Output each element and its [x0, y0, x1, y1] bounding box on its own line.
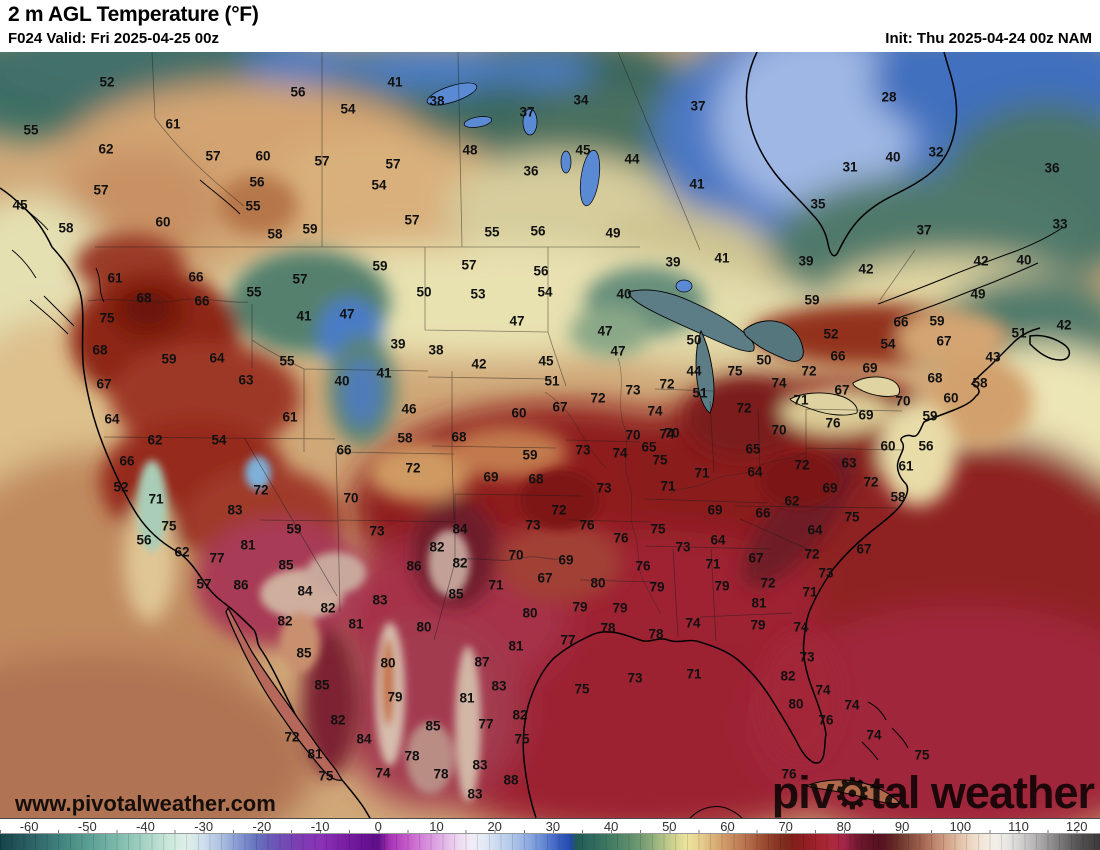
colorbar-tick-labels: -60 -50 -40 -30 -20 -10 0 10 20 30 40 50 60 70 80 90 100… — [0, 818, 1100, 834]
colorbar-tick: 110 — [1008, 819, 1029, 834]
colorbar-tick: 70 — [778, 819, 793, 834]
map-base — [0, 52, 1100, 818]
colorbar-tick: 0 — [374, 819, 382, 834]
colorbar-tick: -10 — [310, 819, 330, 834]
colorbar-tick: 90 — [894, 819, 910, 834]
colorbar-tick: -30 — [194, 819, 214, 834]
colorbar-tick: 30 — [545, 819, 561, 834]
init-time-label: Init: Thu 2025-04-24 00z NAM — [885, 30, 1092, 47]
colorbar-tick: -50 — [77, 819, 97, 834]
colorbar-tick: 60 — [720, 819, 735, 834]
rivers — [544, 357, 807, 615]
state-borders — [87, 52, 916, 642]
northern-lakes — [426, 82, 693, 293]
gear-icon: ⚙ — [833, 771, 871, 817]
valid-time-label: F024 Valid: Fri 2025-04-25 00z — [8, 30, 219, 47]
colorbar-tick: 100 — [949, 819, 972, 834]
watermark-url: www.pivotalweather.com — [15, 791, 276, 816]
colorbar-tick: -40 — [136, 819, 155, 834]
colorbar — [0, 833, 1100, 850]
colorbar-tick: 80 — [836, 819, 852, 834]
page-title: 2 m AGL Temperature (°F) — [8, 3, 259, 26]
watermark-brand: piv⚙tal weather — [771, 767, 1095, 818]
brand-prefix: piv — [771, 767, 835, 818]
colorbar-tick: -60 — [19, 819, 39, 834]
fjord-squiggles — [11, 179, 241, 335]
colorbar-tick: 50 — [662, 819, 677, 834]
header: 2 m AGL Temperature (°F) F024 Valid: Fri… — [0, 0, 1100, 52]
colorbar-tick: 10 — [429, 819, 444, 834]
colorbar-tick: 120 — [1065, 819, 1088, 834]
colorbar-tick: 20 — [487, 819, 502, 834]
colorbar-tick: 40 — [603, 819, 619, 834]
colorbar-tick: -20 — [252, 819, 272, 834]
coastlines — [0, 52, 1071, 818]
brand-suffix: tal weather — [869, 767, 1095, 818]
